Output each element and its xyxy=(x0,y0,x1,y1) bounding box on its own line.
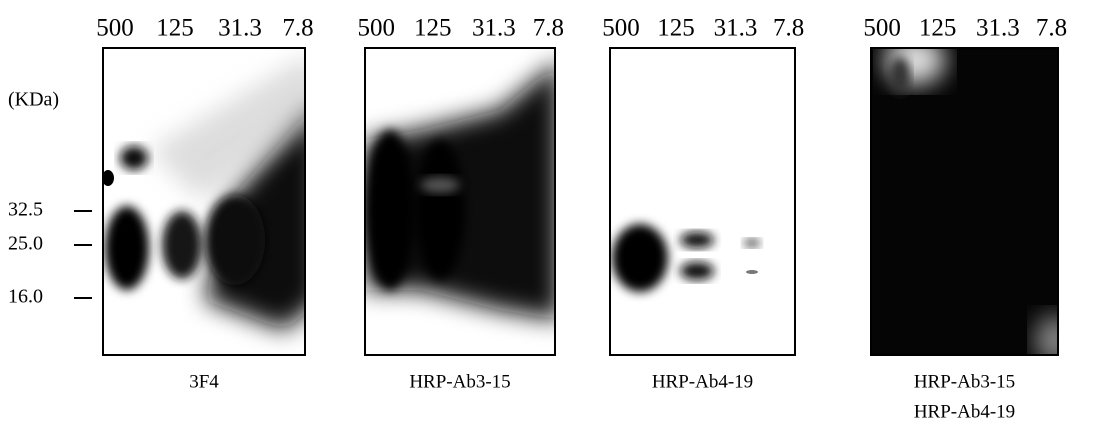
lane-label: 125 xyxy=(156,15,194,42)
panel-caption: HRP-Ab4-19 xyxy=(914,401,1015,422)
blot-image xyxy=(365,48,560,355)
lane-label: 500 xyxy=(358,15,396,42)
marker-label: 32.5 xyxy=(8,199,43,221)
marker-label: 25.0 xyxy=(8,233,43,255)
blot-image xyxy=(871,35,1075,365)
panel-caption: HRP-Ab3-15 xyxy=(914,371,1015,392)
blot-figure: (KDa) 32.5 25.0 16.0 500 125 31.3 7.8 3F4 500… xyxy=(0,0,1095,429)
lane-label: 31.3 xyxy=(714,15,758,42)
lane-label: 7.8 xyxy=(533,15,564,42)
lane-label: 31.3 xyxy=(472,15,516,42)
panel-caption: HRP-Ab3-15 xyxy=(409,371,510,392)
blot-image xyxy=(610,48,795,355)
lane-label: 125 xyxy=(919,15,957,42)
lane-label: 500 xyxy=(863,15,901,42)
blot-image xyxy=(102,48,320,355)
unit-label: (KDa) xyxy=(8,89,59,111)
panel-caption: HRP-Ab4-19 xyxy=(652,371,753,392)
lane-label: 125 xyxy=(657,15,695,42)
lane-label: 500 xyxy=(602,15,640,42)
lane-label: 7.8 xyxy=(1036,15,1067,42)
lane-label: 125 xyxy=(414,15,452,42)
lane-label: 7.8 xyxy=(773,15,804,42)
lane-label: 7.8 xyxy=(282,15,313,42)
lane-label: 31.3 xyxy=(218,15,262,42)
lane-label: 500 xyxy=(96,15,134,42)
panel-caption: 3F4 xyxy=(189,371,219,392)
lane-label: 31.3 xyxy=(976,15,1020,42)
marker-label: 16.0 xyxy=(8,286,43,308)
